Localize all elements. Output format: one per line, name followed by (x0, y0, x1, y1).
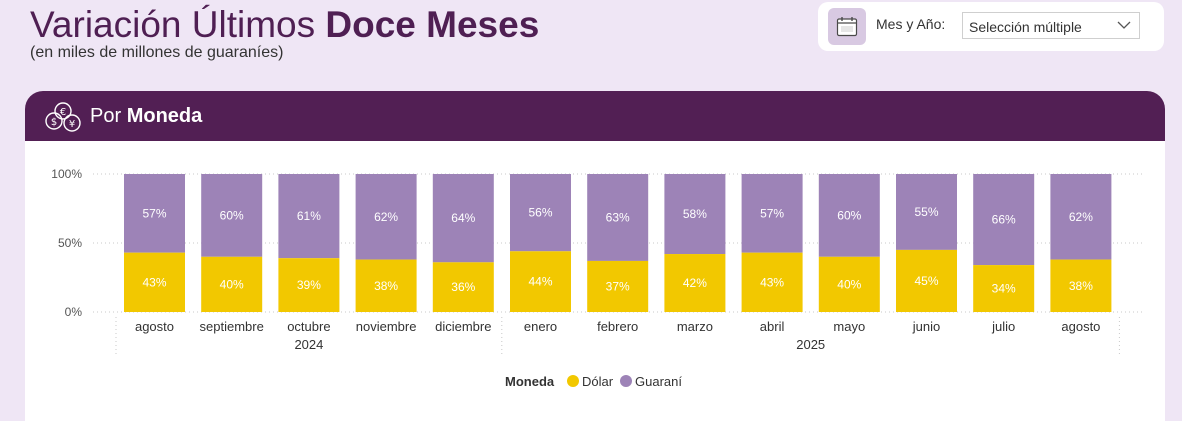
bar-dolar (587, 260, 649, 312)
currency-card: € $ ¥ Por Moneda 0% 50% 100% 57% 43% agosto 60… (25, 91, 1165, 421)
svg-text:$: $ (51, 117, 57, 128)
bar-dolar (1050, 259, 1112, 312)
data-label-dolar: 38% (1069, 279, 1093, 293)
date-filter: Mes y Año: Selección múltiple (818, 2, 1164, 51)
data-label-guarani: 57% (760, 206, 784, 220)
bar-dolar (201, 256, 263, 312)
y-tick-label: 100% (51, 167, 82, 181)
data-label-dolar: 37% (606, 279, 630, 293)
bar-guarani (587, 174, 649, 261)
legend-label-dolar: Dólar (582, 374, 614, 389)
x-tick-label: agosto (1061, 319, 1100, 334)
data-label-guarani: 66% (992, 213, 1016, 227)
bar-dolar (818, 256, 880, 312)
bar-guarani (278, 174, 340, 259)
legend-title: Moneda (505, 374, 555, 389)
data-label-dolar: 38% (374, 279, 398, 293)
bar-dolar (510, 251, 571, 312)
data-label-dolar: 43% (760, 275, 784, 289)
y-tick-label: 0% (65, 305, 83, 319)
chevron-down-icon (1117, 21, 1131, 29)
bar-guarani (1050, 174, 1112, 260)
legend-swatch-dolar (567, 375, 579, 387)
bar-dolar (741, 252, 803, 312)
card-header: € $ ¥ Por Moneda (25, 91, 1165, 141)
data-label-dolar: 45% (914, 274, 938, 288)
page-title: Variación Últimos Doce Meses (30, 4, 539, 46)
x-tick-label: noviembre (356, 319, 417, 334)
bar-dolar (124, 252, 185, 312)
x-tick-label: septiembre (200, 319, 264, 334)
x-tick-label: julio (991, 319, 1015, 334)
x-tick-label: enero (524, 319, 557, 334)
month-year-dropdown[interactable]: Selección múltiple (962, 12, 1140, 39)
data-label-guarani: 62% (1069, 210, 1093, 224)
legend-label-guarani: Guaraní (635, 374, 682, 389)
coins-icon: € $ ¥ (45, 102, 81, 132)
legend-swatch-guarani (620, 375, 632, 387)
data-label-guarani: 60% (220, 208, 244, 222)
bar-guarani (818, 174, 880, 257)
y-tick-label: 50% (58, 236, 82, 250)
card-title-regular: Por (90, 105, 127, 127)
bar-guarani (973, 174, 1035, 266)
bar-dolar (355, 259, 417, 312)
bar-guarani (741, 174, 803, 253)
data-label-dolar: 44% (528, 275, 552, 289)
data-label-guarani: 64% (451, 211, 475, 225)
data-label-guarani: 63% (606, 210, 630, 224)
year-label: 2025 (796, 337, 825, 352)
bar-guarani (896, 174, 957, 250)
calendar-icon (836, 17, 858, 37)
x-tick-label: agosto (135, 319, 174, 334)
page-subtitle: (en miles de millones de guaraníes) (30, 44, 284, 61)
bar-guarani (124, 174, 185, 253)
page-title-bold: Doce Meses (325, 4, 540, 45)
data-label-dolar: 39% (297, 278, 321, 292)
bar-dolar (278, 258, 340, 312)
bar-guarani (664, 174, 726, 255)
x-tick-label: diciembre (435, 319, 491, 334)
data-label-guarani: 55% (914, 205, 938, 219)
filter-label: Mes y Año: (876, 16, 946, 32)
stacked-bar-chart: 0% 50% 100% 57% 43% agosto 60% 40% septiembre 61%… (51, 167, 1143, 389)
data-label-dolar: 34% (992, 282, 1016, 296)
bar-guarani (201, 174, 263, 257)
x-tick-label: mayo (833, 319, 865, 334)
bar-guarani (355, 174, 417, 260)
card-title-bold: Moneda (126, 105, 203, 127)
page-title-regular: Variación Últimos (30, 4, 326, 45)
x-tick-label: abril (760, 319, 785, 334)
data-label-dolar: 40% (220, 277, 244, 291)
x-tick-label: octubre (287, 319, 330, 334)
svg-text:€: € (60, 107, 66, 118)
year-label: 2024 (294, 337, 323, 352)
data-label-dolar: 36% (451, 280, 475, 294)
data-label-guarani: 57% (142, 206, 166, 220)
bar-dolar (664, 254, 726, 312)
x-tick-label: febrero (597, 319, 638, 334)
data-label-guarani: 62% (374, 210, 398, 224)
data-label-guarani: 60% (837, 208, 861, 222)
svg-text:¥: ¥ (69, 119, 75, 130)
data-label-dolar: 43% (142, 275, 166, 289)
data-label-guarani: 58% (683, 207, 707, 221)
data-label-guarani: 56% (528, 206, 552, 220)
data-label-dolar: 42% (683, 276, 707, 290)
x-tick-label: marzo (677, 319, 713, 334)
bar-dolar (973, 265, 1035, 312)
data-label-guarani: 61% (297, 209, 321, 223)
card-title: Por Moneda (90, 105, 202, 128)
data-label-dolar: 40% (837, 277, 861, 291)
x-tick-label: junio (912, 319, 940, 334)
calendar-button[interactable] (828, 8, 866, 45)
bar-dolar (432, 262, 494, 312)
dropdown-value: Selección múltiple (969, 19, 1082, 35)
bar-dolar (896, 249, 957, 312)
bar-guarani (510, 174, 571, 252)
bar-guarani (432, 174, 494, 263)
